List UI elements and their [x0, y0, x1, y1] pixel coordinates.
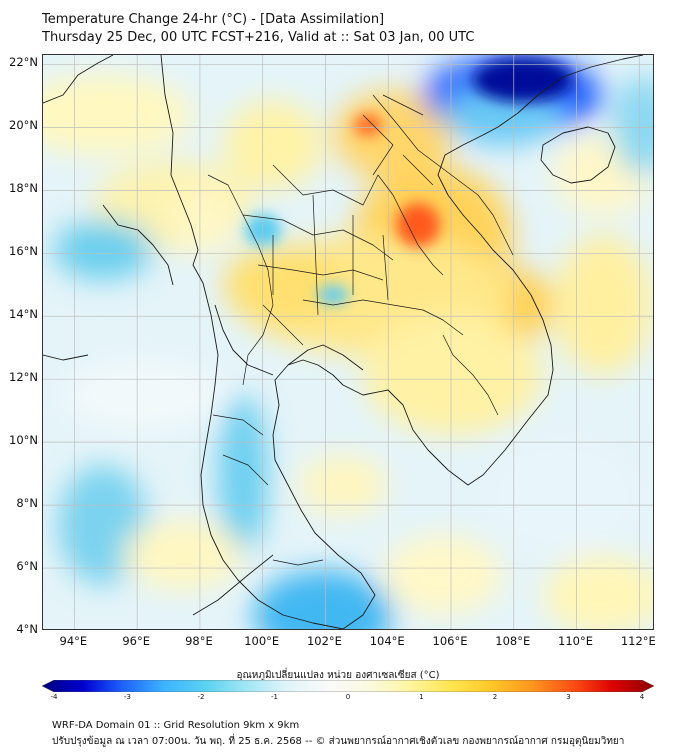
lon-label: 112°E	[620, 634, 656, 648]
colorbar-body	[42, 680, 654, 692]
lon-label: 102°E	[306, 634, 342, 648]
lon-label: 104°E	[369, 634, 405, 648]
map-title: Temperature Change 24-hr (°C) - [Data As…	[42, 12, 385, 27]
colorbar-label: อุณหภูมิเปลี่ยนแปลง หน่วย องศาเซลเซียส (…	[236, 670, 440, 681]
footer-model-info: WRF-DA Domain 01 :: Grid Resolution 9km …	[52, 720, 300, 731]
colorbar-tick-label: 3	[566, 693, 571, 701]
hainan-island	[540, 126, 616, 184]
border-thai-myanmar	[207, 174, 274, 386]
lon-label: 96°E	[122, 634, 150, 648]
colorbar	[42, 680, 654, 692]
lat-label: 6°N	[16, 559, 38, 574]
mainland-coast	[43, 55, 644, 629]
lat-label: 8°N	[16, 496, 38, 511]
lat-label: 22°N	[9, 55, 38, 70]
lon-label: 110°E	[558, 634, 594, 648]
lon-label: 108°E	[495, 634, 531, 648]
laos-provinces	[362, 94, 434, 186]
lat-label: 14°N	[9, 307, 38, 322]
lat-label: 16°N	[9, 244, 38, 259]
colorbar-tick-label: -4	[50, 693, 58, 701]
colorbar-tick-label: 2	[492, 693, 498, 701]
lon-label: 94°E	[59, 634, 88, 648]
colorbar-tick-label: 0	[345, 693, 351, 701]
lat-label: 18°N	[9, 181, 38, 196]
colorbar-tick-label: -2	[197, 693, 205, 701]
lat-label: 10°N	[9, 433, 38, 448]
andaman-coast	[43, 204, 174, 361]
sumatra-coast	[192, 554, 274, 616]
graticule	[43, 55, 653, 629]
border-laos-vietnam	[372, 94, 514, 256]
borders	[207, 94, 514, 566]
colorbar-tick-label: 4	[639, 693, 645, 701]
footer-credits: ปรับปรุงข้อมูล ณ เวลา 07:00น. วัน พฤ. ที…	[52, 736, 625, 747]
temperature-change-map	[42, 54, 654, 630]
lon-label: 98°E	[185, 634, 213, 648]
border-thai-laos	[272, 164, 444, 276]
lat-label: 12°N	[9, 370, 38, 385]
colorbar-tick-label: -1	[271, 693, 278, 701]
colorbar-tick-label: -3	[124, 693, 131, 701]
border-cambodia-vietnam	[442, 334, 499, 416]
lat-label: 20°N	[9, 118, 38, 133]
temperature-field	[43, 55, 653, 629]
coastlines	[43, 55, 644, 629]
thai-provinces	[212, 194, 394, 486]
border-thai-malaysia	[272, 559, 324, 566]
colorbar-tick-label: 1	[419, 693, 424, 701]
lon-label: 100°E	[244, 634, 280, 648]
lon-label: 106°E	[432, 634, 468, 648]
lat-label: 4°N	[16, 622, 38, 636]
border-thai-cambodia	[302, 299, 464, 336]
map-subtitle: Thursday 25 Dec, 00 UTC FCST+216, Valid …	[42, 30, 475, 45]
gulf-coast	[214, 304, 364, 376]
